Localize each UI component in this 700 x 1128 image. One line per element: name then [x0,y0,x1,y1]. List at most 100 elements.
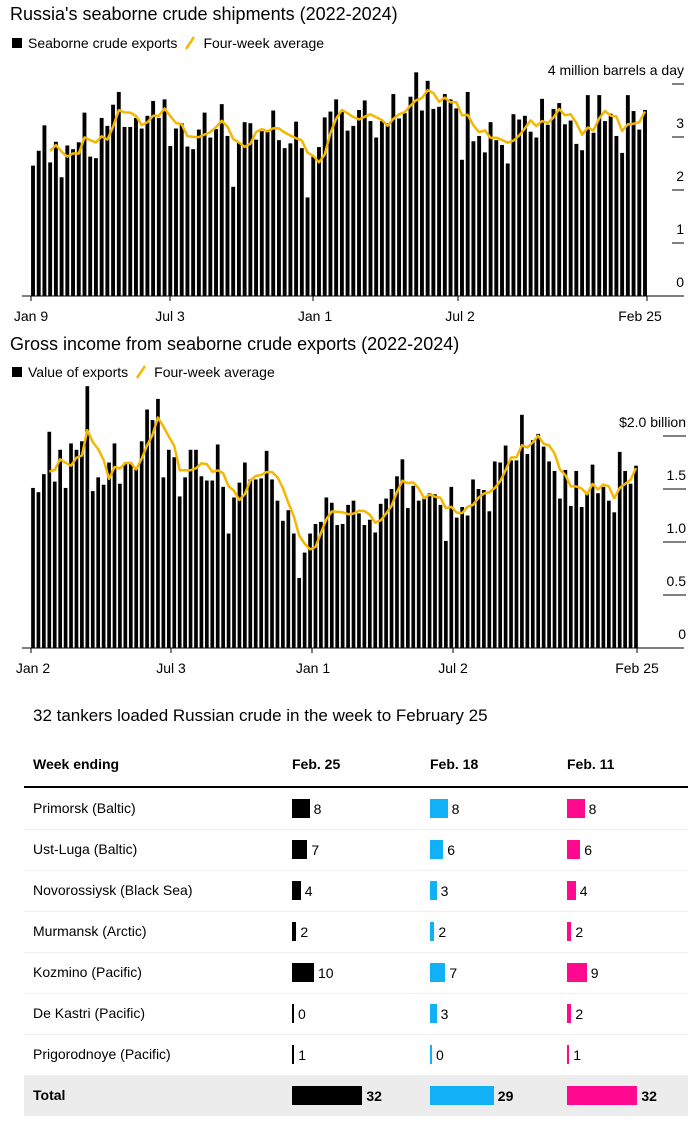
tanker-count-bar [292,799,310,818]
weekly-bar [31,487,35,648]
weekly-bar [156,398,160,648]
weekly-bar [574,470,579,648]
weekly-bar [208,137,213,296]
weekly-bar [477,135,482,296]
weekly-bar [591,132,596,296]
weekly-bar [552,470,557,648]
tanker-count-value: 2 [575,923,584,940]
y-tick-label: 1.5 [667,467,687,483]
weekly-bar [601,486,606,648]
weekly-bar [71,149,75,296]
weekly-bar [335,525,340,648]
weekly-bar [449,486,454,648]
tanker-count-value: 0 [298,1005,306,1022]
weekly-bar [590,464,595,648]
weekly-bar [637,129,642,296]
tanker-count-value: 8 [313,800,322,817]
weekly-bar [52,481,57,648]
weekly-bar [346,504,350,648]
weekly-bar [585,95,590,296]
weekly-bar [47,431,52,648]
legend-average: Four-week average [203,35,325,51]
y-tick-label: 3 [676,115,684,131]
port-name: De Kastri (Pacific) [33,1005,146,1021]
tanker-count-value: 3 [440,882,449,899]
weekly-bar [558,498,562,648]
weekly-bar [31,165,35,296]
unit-label: $2.0 billion [619,414,686,430]
weekly-bar [80,441,84,648]
four-week-average-line [49,88,647,164]
tanker-count-cell: 32 [292,1086,382,1105]
weekly-bar [112,443,117,648]
weekly-bar [433,494,437,648]
tanker-count-cell: 1 [567,1045,581,1064]
weekly-bar [308,533,312,648]
tanker-count-cell: 9 [567,963,599,982]
legend-exports: Seaborne crude exports [28,35,178,51]
weekly-bar [291,533,296,648]
weekly-bar [378,503,383,648]
port-name: Murmansk (Arctic) [33,923,147,939]
weekly-bar [579,507,584,648]
weekly-bar [254,139,259,296]
weekly-bar [168,146,173,296]
weekly-bar [236,142,241,296]
weekly-bar [311,156,316,296]
weekly-bar [302,552,307,648]
tanker-count-bar [567,1004,572,1023]
tanker-count-value: 7 [311,841,320,858]
weekly-bar [111,104,116,296]
weekly-bar [465,91,470,296]
weekly-bar [643,109,647,296]
weekly-bar [294,121,299,296]
tanker-count-bar [292,922,297,941]
unit-label: 4 million barrels a day [548,62,684,78]
weekly-bar [568,120,573,296]
weekly-bar [528,131,533,296]
tanker-count-cell: 4 [567,881,588,900]
weekly-bar [614,135,619,296]
tanker-count-value: 32 [641,1087,657,1104]
weekly-bar [286,510,291,648]
weekly-bar [425,80,430,296]
weekly-bar [534,137,539,296]
weekly-bar [476,489,481,648]
weekly-bar [340,523,345,648]
weekly-bar [36,492,41,648]
weekly-bar [634,465,638,648]
weekly-bar [422,498,426,648]
chart2-legend: Value of exports Four-week average [12,364,275,380]
weekly-bar [277,140,281,296]
weekly-bar [139,128,144,296]
weekly-bar [196,129,201,296]
weekly-bar [541,446,546,648]
weekly-bar [105,125,110,297]
weekly-bar [368,121,373,296]
weekly-bar [414,72,419,296]
weekly-bar [242,122,247,296]
tanker-count-value: 4 [304,882,313,899]
weekly-bar [482,490,486,648]
chart2-plot: $2.0 billion 1.5 1.0 0.5 0 Jan 2 Jul 3 J… [16,386,687,676]
weekly-bar [128,126,133,297]
weekly-bar [53,141,58,296]
weekly-bar [42,125,47,296]
tanker-count-cell: 32 [567,1086,657,1105]
x-tick-label: Jan 1 [296,660,330,676]
weekly-bar [351,500,356,648]
weekly-bar [156,117,161,296]
tanker-count-cell: 6 [567,840,592,859]
tanker-count-cell: 29 [430,1086,513,1105]
tanker-count-cell: 8 [292,799,321,818]
weekly-bar [612,512,617,648]
weekly-bar [225,135,230,296]
tanker-count-bar [292,1004,294,1023]
weekly-bar [288,143,293,296]
x-tick-label: Feb 25 [618,308,662,324]
weekly-bar [384,498,388,648]
weekly-bar [596,493,600,648]
x-tick-label: Jan 2 [16,660,50,676]
weekly-bar [345,130,350,296]
tanker-count-cell: 4 [292,881,313,900]
